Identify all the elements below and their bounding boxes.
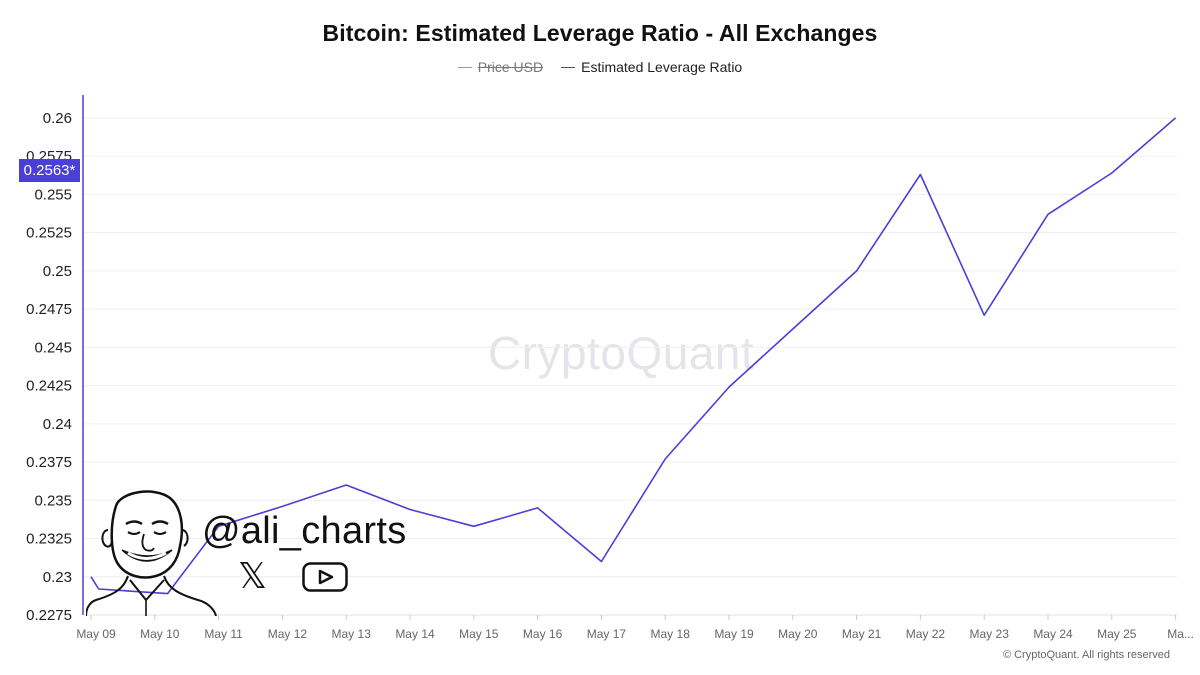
y-tick-label: 0.2525 [26, 225, 72, 242]
x-tick-label: Ma... [1167, 627, 1194, 641]
x-tick-label: May 12 [268, 627, 308, 641]
legend-swatch-leverage-ratio [561, 66, 576, 68]
y-tick-label: 0.2375 [26, 454, 72, 471]
y-tick-label: 0.2475 [26, 301, 72, 318]
chart-title: Bitcoin: Estimated Leverage Ratio - All … [322, 20, 878, 46]
x-tick-label: May 25 [1097, 627, 1137, 641]
x-tick-label: May 20 [778, 627, 818, 641]
legend-item-price-usd[interactable]: Price USD [457, 59, 544, 75]
cartoon-avatar-icon [86, 490, 217, 616]
legend-label-leverage-ratio: Estimated Leverage Ratio [581, 59, 743, 75]
current-value-badge: 0.2563* [19, 159, 80, 182]
x-tick-label: May 15 [459, 627, 499, 641]
copyright-text: © CryptoQuant. All rights reserved [1002, 649, 1170, 661]
x-tick-label: May 24 [1033, 627, 1073, 641]
legend-item-leverage-ratio[interactable]: Estimated Leverage Ratio [561, 59, 742, 75]
x-tick-label: May 21 [842, 627, 882, 641]
y-tick-label: 0.24 [43, 416, 72, 433]
y-tick-label: 0.26 [43, 110, 72, 127]
y-tick-label: 0.25 [43, 263, 72, 280]
x-tick-label: May 13 [332, 627, 372, 641]
y-tick-label: 0.245 [34, 339, 72, 356]
author-handle[interactable]: @ali_charts [202, 510, 407, 552]
x-tick-label: May 11 [204, 627, 243, 641]
watermark: CryptoQuant [488, 327, 755, 379]
x-tick-label: May 19 [714, 627, 754, 641]
x-tick-label: May 18 [651, 627, 691, 641]
legend-swatch-price-usd [457, 66, 472, 68]
chart-legend: Price USD Estimated Leverage Ratio [0, 59, 1200, 75]
y-tick-label: 0.255 [34, 186, 72, 203]
legend-label-price-usd: Price USD [477, 59, 544, 75]
x-tick-label: May 16 [523, 627, 563, 641]
y-tick-label: 0.2325 [26, 531, 72, 548]
y-tick-label: 0.235 [34, 492, 72, 509]
x-tick-label: May 14 [395, 627, 435, 641]
y-tick-label: 0.23 [43, 569, 72, 586]
x-tick-label: May 09 [76, 627, 116, 641]
series-line-leverage-ratio[interactable] [90, 117, 1177, 595]
x-tick-label: May 22 [906, 627, 946, 641]
x-logo-icon[interactable]: 𝕏 [238, 555, 268, 596]
y-tick-label: 0.2425 [26, 378, 72, 395]
x-tick-label: May 10 [140, 627, 180, 641]
x-tick-label: May 17 [587, 627, 627, 641]
x-tick-label: May 23 [970, 627, 1010, 641]
youtube-play-icon[interactable] [302, 562, 348, 592]
y-tick-label: 0.2275 [26, 607, 72, 624]
